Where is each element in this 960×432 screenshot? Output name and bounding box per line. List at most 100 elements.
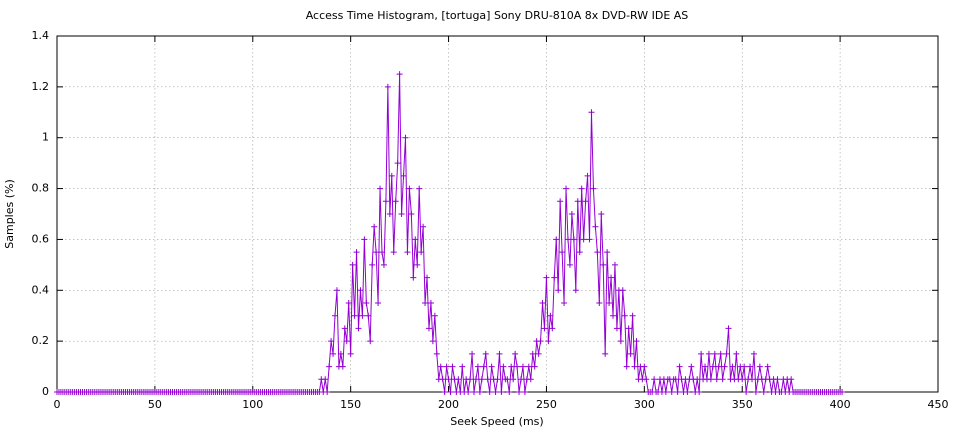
point-marker bbox=[531, 363, 538, 370]
point-marker bbox=[629, 312, 636, 319]
point-marker bbox=[733, 350, 740, 357]
point-marker bbox=[729, 363, 736, 370]
point-marker bbox=[469, 350, 476, 357]
point-marker bbox=[465, 389, 472, 395]
point-marker bbox=[324, 389, 331, 395]
point-marker bbox=[559, 249, 566, 256]
point-marker bbox=[698, 350, 705, 357]
point-marker bbox=[592, 223, 599, 230]
point-marker bbox=[345, 300, 352, 306]
x-tick-label: 400 bbox=[830, 398, 851, 411]
point-marker bbox=[713, 376, 720, 383]
point-marker bbox=[611, 261, 618, 268]
point-marker bbox=[478, 376, 485, 383]
point-marker bbox=[357, 287, 364, 294]
point-marker bbox=[608, 274, 615, 281]
x-axis-label: Seek Speed (ms) bbox=[450, 415, 543, 428]
point-marker bbox=[514, 363, 521, 370]
point-marker bbox=[764, 363, 771, 370]
point-marker bbox=[741, 363, 748, 370]
point-marker bbox=[486, 389, 493, 395]
point-marker bbox=[431, 312, 438, 319]
point-marker bbox=[443, 363, 450, 370]
point-marker bbox=[410, 274, 417, 281]
point-marker bbox=[584, 172, 591, 179]
point-marker bbox=[643, 376, 650, 383]
point-marker bbox=[672, 376, 679, 383]
point-marker bbox=[613, 325, 620, 332]
point-marker bbox=[623, 363, 630, 370]
point-marker bbox=[369, 261, 376, 268]
point-marker bbox=[749, 376, 756, 383]
point-marker bbox=[449, 363, 456, 370]
point-marker bbox=[373, 249, 380, 256]
point-marker bbox=[341, 325, 348, 332]
point-marker bbox=[416, 185, 423, 192]
y-tick-label: 1.4 bbox=[32, 29, 50, 42]
point-marker bbox=[606, 300, 613, 306]
point-marker bbox=[371, 223, 378, 230]
point-marker bbox=[549, 325, 556, 332]
point-marker bbox=[429, 338, 436, 345]
point-marker bbox=[459, 363, 466, 370]
x-tick-label: 300 bbox=[634, 398, 655, 411]
point-marker bbox=[707, 376, 714, 383]
y-tick-label: 0.4 bbox=[32, 283, 50, 296]
plot-frame bbox=[56, 35, 939, 393]
point-marker bbox=[412, 236, 419, 243]
point-marker bbox=[621, 312, 628, 319]
point-marker bbox=[570, 236, 577, 243]
point-marker bbox=[580, 236, 587, 243]
point-marker bbox=[725, 325, 732, 332]
point-marker bbox=[527, 376, 534, 383]
point-marker bbox=[633, 338, 640, 345]
point-marker bbox=[484, 376, 491, 383]
x-tick-label: 150 bbox=[340, 398, 361, 411]
point-marker bbox=[774, 376, 781, 383]
point-marker bbox=[400, 172, 407, 179]
x-tick-label: 450 bbox=[928, 398, 949, 411]
point-marker bbox=[396, 71, 403, 78]
point-marker bbox=[752, 389, 759, 395]
point-marker bbox=[398, 211, 405, 217]
point-marker bbox=[351, 312, 358, 319]
point-marker bbox=[500, 363, 507, 370]
x-tick-label: 100 bbox=[242, 398, 263, 411]
point-marker bbox=[717, 350, 724, 357]
point-marker bbox=[414, 261, 421, 268]
y-axis-label: Samples (%) bbox=[3, 179, 16, 249]
point-marker bbox=[326, 363, 333, 370]
point-marker bbox=[363, 300, 370, 306]
point-marker bbox=[408, 211, 415, 217]
point-marker bbox=[602, 350, 609, 357]
point-marker bbox=[519, 363, 526, 370]
point-marker bbox=[578, 185, 585, 192]
point-marker bbox=[375, 300, 382, 306]
point-marker bbox=[498, 389, 505, 395]
y-tick-label: 0.8 bbox=[32, 182, 50, 195]
point-marker bbox=[402, 134, 409, 141]
point-marker bbox=[696, 389, 703, 395]
point-marker bbox=[510, 376, 517, 383]
point-marker bbox=[476, 389, 483, 395]
point-marker bbox=[521, 389, 528, 395]
point-marker bbox=[668, 389, 675, 395]
point-marker bbox=[333, 287, 340, 294]
point-marker bbox=[437, 363, 444, 370]
point-marker bbox=[377, 185, 384, 192]
point-marker bbox=[355, 325, 362, 332]
point-marker bbox=[610, 312, 617, 319]
point-marker bbox=[384, 83, 391, 90]
data-line bbox=[57, 74, 843, 393]
point-marker bbox=[756, 363, 763, 370]
point-marker bbox=[418, 249, 425, 256]
point-marker bbox=[694, 376, 701, 383]
point-marker bbox=[517, 376, 524, 383]
x-tick-label: 50 bbox=[148, 398, 162, 411]
point-marker bbox=[662, 389, 669, 395]
point-marker bbox=[322, 376, 329, 383]
point-marker bbox=[516, 389, 523, 395]
point-marker bbox=[424, 274, 431, 281]
point-marker bbox=[723, 350, 730, 357]
point-marker bbox=[492, 389, 499, 395]
